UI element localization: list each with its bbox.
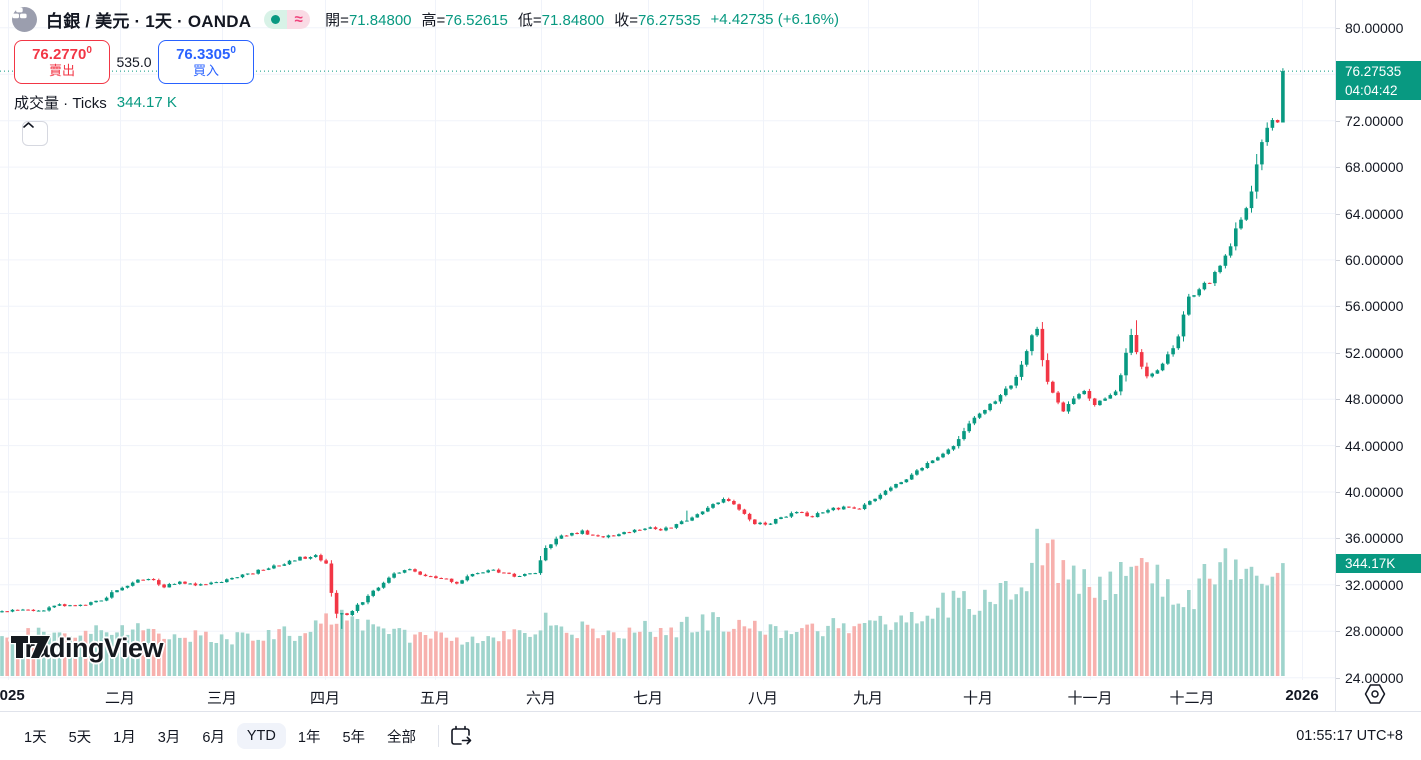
bottom-toolbar: 1天 5天 1月 3月 6月 YTD 1年 5年 全部 01:55:17 UTC+8 bbox=[0, 711, 1421, 760]
time-tick-label: 八月 bbox=[747, 690, 779, 707]
range-button-ytd[interactable]: YTD bbox=[236, 723, 286, 749]
price-tick-mark bbox=[1336, 167, 1340, 168]
price-tick-mark bbox=[1336, 446, 1340, 447]
time-tick-label: 十一月 bbox=[1067, 690, 1113, 707]
time-tick-label: 九月 bbox=[852, 690, 884, 707]
price-axis[interactable]: 76.27535 04:04:42 344.17K 80.00000 72.000… bbox=[1335, 0, 1421, 711]
range-button-1天[interactable]: 1天 bbox=[14, 721, 57, 752]
price-tick-mark bbox=[1336, 121, 1340, 122]
price-tick-mark bbox=[1336, 28, 1340, 29]
market-open-dot-icon bbox=[264, 10, 288, 29]
time-tick-label: 十月 bbox=[962, 690, 994, 707]
symbol-title[interactable]: 白銀 / 美元 · 1天 · OANDA bbox=[46, 12, 252, 31]
ohlc-item: 高=76.52615 bbox=[421, 12, 508, 29]
price-tick-label: 80.00000 bbox=[1345, 20, 1404, 36]
price-tick-mark bbox=[1336, 306, 1340, 307]
delayed-data-icon: ≈ bbox=[287, 10, 311, 29]
price-tick-label: 28.00000 bbox=[1345, 623, 1404, 639]
price-tick-mark bbox=[1336, 399, 1340, 400]
ohlc-item: 開=71.84800 bbox=[325, 12, 412, 29]
calendar-arrow-icon bbox=[451, 725, 472, 745]
symbol-legend: 白銀 / 美元 · 1天 · OANDA ≈ 開=71.84800 高=76.52… bbox=[12, 7, 839, 32]
go-to-date-button[interactable] bbox=[449, 725, 472, 747]
trade-panel: 76.27700 賣出 535.0 76.33050 買入 bbox=[14, 40, 254, 84]
candlestick-volume-chart bbox=[0, 0, 1335, 680]
price-tick-label: 44.00000 bbox=[1345, 438, 1404, 454]
time-tick-label: 四月 bbox=[309, 690, 341, 707]
range-button-全部[interactable]: 全部 bbox=[377, 721, 426, 752]
volume-indicator-legend[interactable]: 成交量 · Ticks 344.17 K bbox=[14, 92, 177, 113]
price-tick-mark bbox=[1336, 678, 1340, 679]
range-button-1月[interactable]: 1月 bbox=[103, 721, 146, 752]
price-tick-label: 52.00000 bbox=[1345, 345, 1404, 361]
bar-countdown: 04:04:42 bbox=[1345, 82, 1398, 98]
price-tick-mark bbox=[1336, 353, 1340, 354]
price-tick-label: 60.00000 bbox=[1345, 252, 1404, 268]
price-tick-label: 36.00000 bbox=[1345, 530, 1404, 546]
collapse-pane-button[interactable] bbox=[22, 121, 48, 146]
price-tick-label: 64.00000 bbox=[1345, 206, 1404, 222]
ohlc-readout: 開=71.84800 高=76.52615 低=71.84800 收=76.27535… bbox=[325, 9, 839, 30]
price-tick-label: 72.00000 bbox=[1345, 113, 1404, 129]
time-tick-label: 2025 bbox=[0, 687, 25, 704]
silver-ingots-icon[interactable] bbox=[12, 7, 37, 32]
chart-pane[interactable]: 白銀 / 美元 · 1天 · OANDA ≈ 開=71.84800 高=76.52… bbox=[0, 0, 1335, 680]
price-tick-mark bbox=[1336, 260, 1340, 261]
range-button-5天[interactable]: 5天 bbox=[59, 721, 102, 752]
toolbar-divider bbox=[438, 725, 440, 747]
volume-indicator-value: 344.17 K bbox=[116, 94, 177, 111]
sell-button[interactable]: 76.27700 賣出 bbox=[14, 40, 110, 84]
range-button-5年[interactable]: 5年 bbox=[332, 721, 375, 752]
price-tick-mark bbox=[1336, 585, 1340, 586]
time-axis[interactable]: 2025 二月 三月 四月 五月 六月 七月 八月 九月 十月 十一月 十二月 2026 bbox=[0, 680, 1335, 711]
spread-value: 535.0 bbox=[116, 54, 152, 70]
time-tick-label: 二月 bbox=[104, 690, 136, 707]
time-tick-label: 七月 bbox=[632, 690, 664, 707]
price-tick-label: 32.00000 bbox=[1345, 577, 1404, 593]
price-tick-mark bbox=[1336, 538, 1340, 539]
volume-value-badge: 344.17K bbox=[1336, 554, 1421, 573]
price-tick-label: 48.00000 bbox=[1345, 391, 1404, 407]
last-price-badge: 76.27535 04:04:42 bbox=[1336, 61, 1421, 100]
ohlc-item: 低=71.84800 bbox=[517, 12, 605, 29]
tradingview-logo-icon bbox=[10, 634, 52, 660]
range-button-6月[interactable]: 6月 bbox=[192, 721, 235, 752]
price-tick-mark bbox=[1336, 631, 1340, 632]
gear-icon bbox=[1364, 684, 1386, 704]
range-button-3月[interactable]: 3月 bbox=[148, 721, 191, 752]
time-tick-label: 三月 bbox=[206, 690, 238, 707]
price-tick-mark bbox=[1336, 214, 1340, 215]
price-tick-label: 40.00000 bbox=[1345, 484, 1404, 500]
axis-settings-button[interactable] bbox=[1363, 683, 1387, 710]
time-tick-label: 六月 bbox=[525, 690, 557, 707]
price-tick-label: 68.00000 bbox=[1345, 159, 1404, 175]
market-status[interactable]: ≈ bbox=[264, 10, 311, 29]
time-tick-label: 五月 bbox=[419, 690, 451, 707]
time-tick-label: 十二月 bbox=[1169, 690, 1215, 707]
chevron-up-icon bbox=[23, 122, 34, 128]
range-button-1年[interactable]: 1年 bbox=[288, 721, 331, 752]
time-tick-label: 2026 bbox=[1285, 687, 1319, 704]
price-tick-label: 24.00000 bbox=[1345, 670, 1404, 686]
session-clock[interactable]: 01:55:17 UTC+8 bbox=[1296, 728, 1403, 744]
ohlc-item: 收=76.27535 bbox=[614, 12, 701, 29]
tradingview-watermark[interactable]: TradingView bbox=[10, 633, 164, 664]
buy-button[interactable]: 76.33050 買入 bbox=[158, 40, 254, 84]
price-tick-label: 56.00000 bbox=[1345, 298, 1404, 314]
change-value: +4.42735 (+6.16%) bbox=[710, 11, 839, 28]
price-tick-mark bbox=[1336, 492, 1340, 493]
volume-indicator-label: 成交量 · Ticks bbox=[14, 95, 107, 112]
